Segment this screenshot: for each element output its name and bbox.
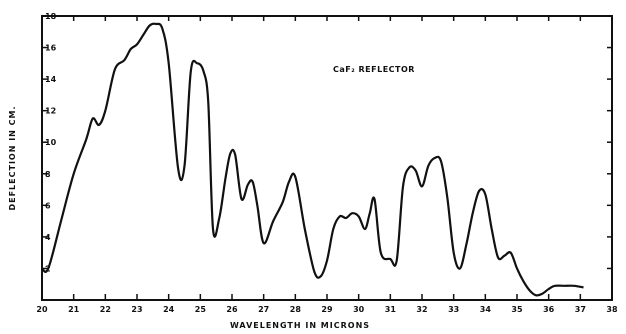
x-tick-label: 25 xyxy=(195,305,207,314)
x-tick-label: 31 xyxy=(385,305,397,314)
x-tick-label: 22 xyxy=(100,305,111,314)
y-axis-label: DEFLECTION IN CM. xyxy=(8,105,17,210)
y-tick-label: 6 xyxy=(45,201,51,210)
x-tick-label: 29 xyxy=(321,305,333,314)
x-tick-label: 35 xyxy=(511,305,523,314)
series-line xyxy=(41,22,584,297)
x-tick-label: 38 xyxy=(606,305,618,314)
x-axis-label: WAVELENGTH IN MICRONS xyxy=(230,321,370,330)
y-tick-label: 10 xyxy=(45,138,57,147)
x-tick-label: 32 xyxy=(416,305,427,314)
x-tick-label: 33 xyxy=(448,305,459,314)
x-tick-label: 30 xyxy=(353,305,365,314)
x-tick-label: 34 xyxy=(480,305,492,314)
x-tick-label: 37 xyxy=(575,305,586,314)
x-tick-label: 21 xyxy=(68,305,80,314)
x-tick-label: 20 xyxy=(36,305,48,314)
x-tick-label: 36 xyxy=(543,305,555,314)
x-axis-ticks: 20 21 22 23 24 25 26 27 28 29 30 31 32 33 34 35 36 37 38 xyxy=(36,16,618,314)
x-tick-label: 27 xyxy=(258,305,269,314)
x-tick-label: 28 xyxy=(290,305,302,314)
annotation-caf2-reflector: CaF₂ REFLECTOR xyxy=(333,65,415,74)
x-tick-label: 24 xyxy=(163,305,175,314)
x-tick-label: 26 xyxy=(226,305,238,314)
x-tick-label: 23 xyxy=(131,305,142,314)
y-tick-label: 12 xyxy=(45,107,56,116)
y-tick-label: 8 xyxy=(45,170,51,179)
y-tick-label: 18 xyxy=(45,12,57,21)
y-tick-label: 14 xyxy=(45,75,57,84)
series-layer xyxy=(41,22,584,297)
y-tick-label: 4 xyxy=(45,233,51,242)
y-tick-label: 16 xyxy=(45,44,57,53)
